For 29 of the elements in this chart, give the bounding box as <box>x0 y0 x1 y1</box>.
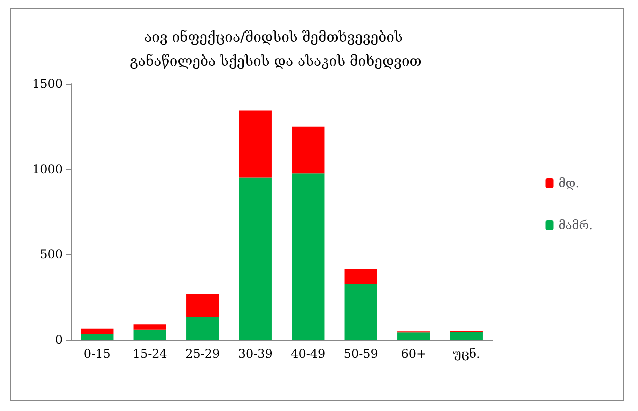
bar <box>344 269 378 284</box>
x-tick-label: 50-59 <box>344 347 378 361</box>
bar <box>398 332 430 340</box>
y-tick-label: 0 <box>55 333 63 347</box>
bar <box>239 178 272 340</box>
y-tick-label: 1000 <box>32 162 63 176</box>
x-tick-label: 60+ <box>401 347 427 361</box>
x-tick-label: 30-39 <box>238 347 273 361</box>
chart-title: აივ ინფექცია/შიდსის შემთხვევების განაწილება სქესის და ასაკის მიხედვით <box>130 30 422 70</box>
x-tick-label: უცნ. <box>452 347 480 361</box>
x-tick-label: 15-24 <box>132 347 168 361</box>
bar <box>81 334 114 340</box>
bar <box>134 324 166 330</box>
y-tick-label: 500 <box>40 248 63 262</box>
x-tick-label: 40-49 <box>291 347 326 361</box>
bar <box>186 294 220 318</box>
bar <box>344 284 378 340</box>
bar <box>450 332 483 340</box>
bar <box>239 110 272 178</box>
x-tick-label: 25-29 <box>186 347 220 361</box>
bar <box>292 126 325 174</box>
bar <box>81 328 114 334</box>
legend-label: მამრ. <box>558 218 593 232</box>
bar <box>292 174 325 340</box>
x-tick-label: 0-15 <box>84 347 111 361</box>
y-tick-label: 1500 <box>32 77 63 91</box>
bar <box>134 330 166 340</box>
legend-label: მდ. <box>558 176 580 190</box>
bar <box>186 317 220 340</box>
